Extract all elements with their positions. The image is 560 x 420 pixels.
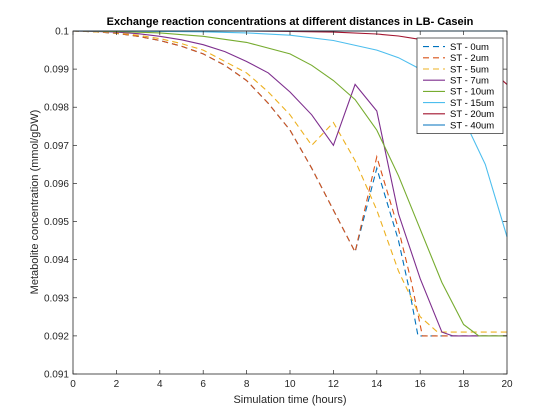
x-tick-label: 2	[114, 379, 120, 390]
y-axis-label: Metabolite concentration (mmol/gDW)	[29, 110, 41, 295]
x-tick-label: 20	[501, 379, 513, 390]
ticks-layer: 0 2 4 6 8 10 12 14 16 18 20 0.091 0.092 0.093 0.094 0.0…	[44, 27, 513, 391]
series-line-1	[72, 30, 507, 337]
x-tick-label: 4	[157, 379, 163, 390]
chart-title: Exchange reaction concentrations at diff…	[107, 16, 474, 28]
y-tick-label: 0.099	[44, 65, 69, 76]
y-tick-label: 0.097	[44, 141, 69, 152]
series-line-3	[72, 30, 507, 337]
series-line-2	[72, 30, 507, 333]
y-tick-label: 0.092	[44, 331, 69, 342]
x-tick-label: 18	[458, 379, 470, 390]
x-tick-label: 12	[328, 379, 340, 390]
legend-entry: ST - 10um	[450, 87, 494, 98]
y-tick-label: 0.095	[44, 217, 69, 228]
y-tick-label: 0.093	[44, 293, 69, 304]
y-tick-label: 0.091	[44, 370, 69, 381]
x-tick-label: 6	[200, 379, 206, 390]
legend-box	[416, 37, 504, 134]
legend-entry: ST - 40um	[450, 120, 494, 131]
legend-entry: ST - 2um	[450, 53, 489, 64]
x-axis-label: Simulation time (hours)	[233, 394, 346, 406]
series-line-4	[72, 30, 507, 337]
x-tick-label: 8	[244, 379, 250, 390]
y-tick-label: 0.098	[44, 103, 69, 114]
legend-entry: ST - 5um	[450, 64, 489, 75]
legend-entry: ST - 20um	[450, 109, 494, 120]
x-tick-label: 14	[371, 379, 383, 390]
legend-entry: ST - 0um	[450, 42, 489, 53]
y-tick-label: 0.096	[44, 179, 69, 190]
x-tick-label: 0	[70, 379, 76, 390]
y-tick-label: 0.1	[55, 27, 69, 38]
y-tick-label: 0.094	[44, 255, 69, 266]
x-tick-label: 16	[415, 379, 427, 390]
legend-entry: ST - 15um	[450, 98, 494, 109]
legend-entry: ST - 7um	[450, 76, 489, 87]
x-tick-label: 10	[284, 379, 296, 390]
